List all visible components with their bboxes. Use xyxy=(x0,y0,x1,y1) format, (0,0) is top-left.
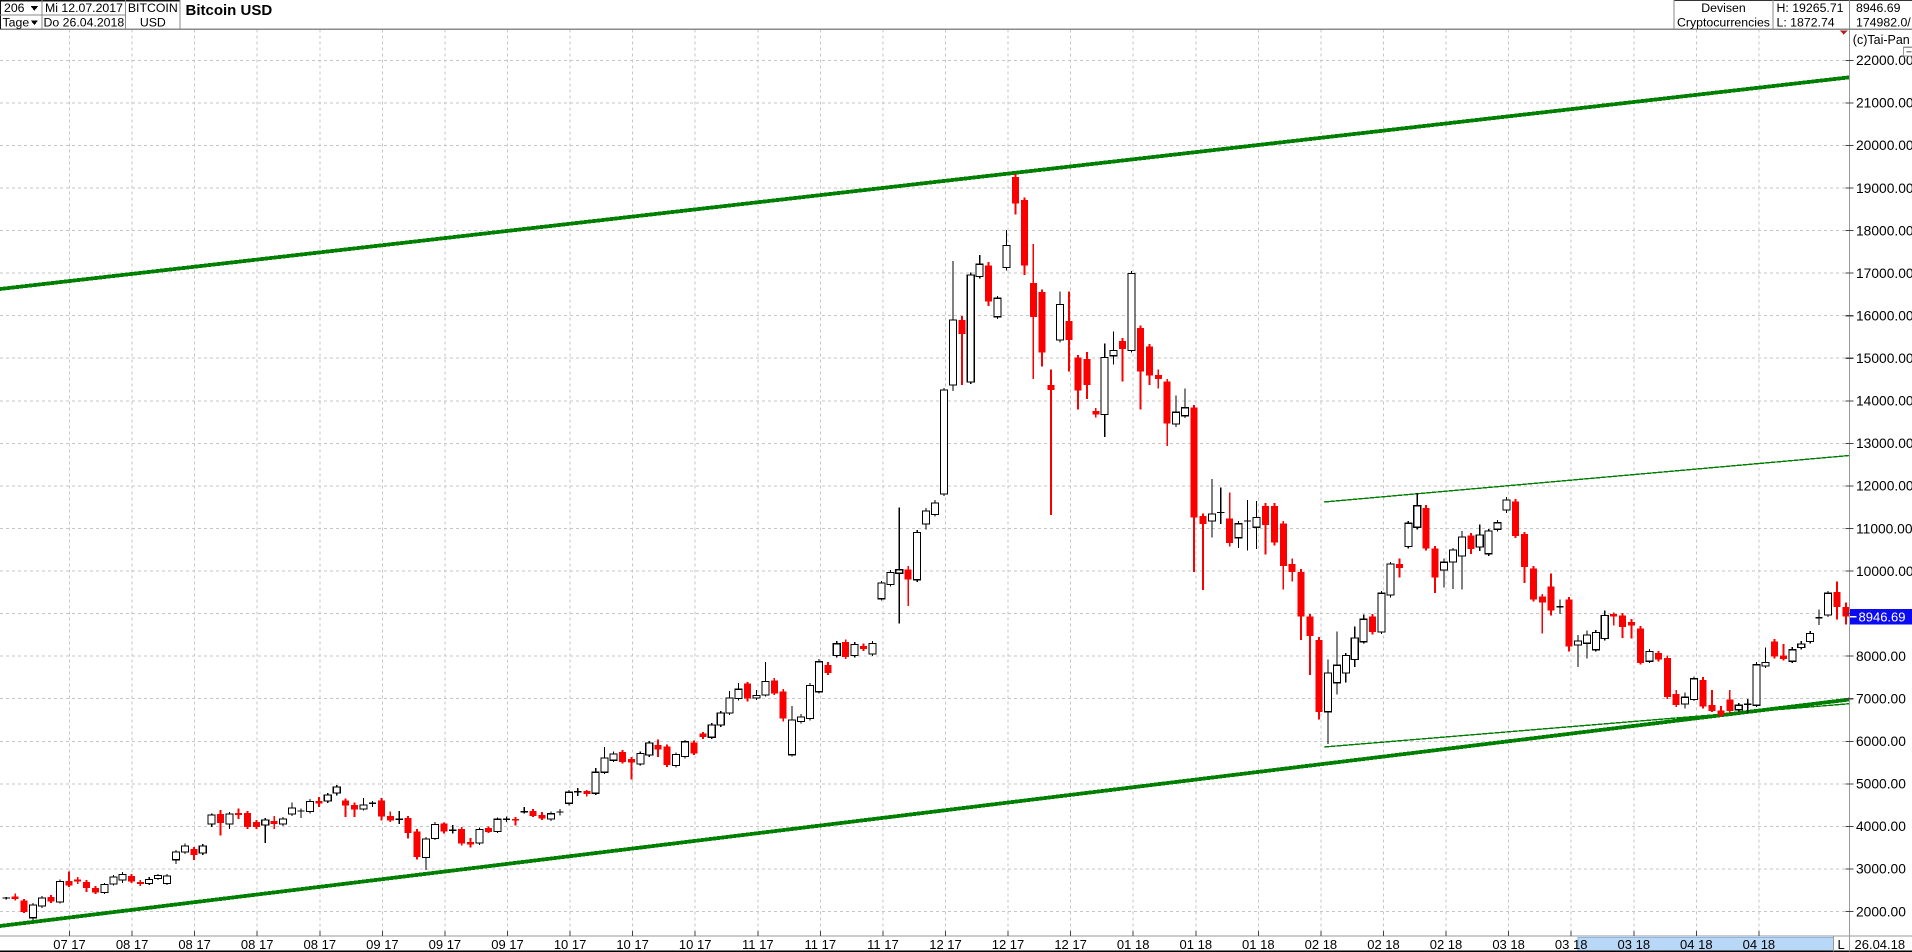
svg-text:10000.00: 10000.00 xyxy=(1856,564,1912,579)
svg-text:Devisen: Devisen xyxy=(1701,1,1746,15)
svg-text:Do 26.04.2018: Do 26.04.2018 xyxy=(44,15,125,29)
svg-text:L: L xyxy=(1838,937,1845,952)
svg-text:21000.00: 21000.00 xyxy=(1856,96,1912,111)
svg-text:08 17: 08 17 xyxy=(178,937,211,952)
svg-text:01 18: 01 18 xyxy=(1117,937,1150,952)
svg-text:10 17: 10 17 xyxy=(554,937,587,952)
svg-text:10 17: 10 17 xyxy=(679,937,712,952)
svg-text:4000.00: 4000.00 xyxy=(1856,819,1906,834)
svg-text:01 18: 01 18 xyxy=(1180,937,1213,952)
svg-text:8946.69: 8946.69 xyxy=(1859,609,1906,624)
svg-text:11 17: 11 17 xyxy=(867,937,899,952)
svg-text:3000.00: 3000.00 xyxy=(1856,862,1906,877)
svg-text:18000.00: 18000.00 xyxy=(1856,223,1912,238)
svg-text:206: 206 xyxy=(4,1,25,15)
svg-text:04 18: 04 18 xyxy=(1743,937,1776,952)
svg-text:22000.00: 22000.00 xyxy=(1856,53,1912,68)
svg-text:Bitcoin USD: Bitcoin USD xyxy=(186,2,273,19)
svg-text:15000.00: 15000.00 xyxy=(1856,351,1912,366)
svg-text:13000.00: 13000.00 xyxy=(1856,436,1912,451)
svg-text:12 17: 12 17 xyxy=(1054,937,1087,952)
svg-text:Cryptocurrencies: Cryptocurrencies xyxy=(1677,15,1770,29)
svg-text:11 17: 11 17 xyxy=(742,937,774,952)
svg-text:16000.00: 16000.00 xyxy=(1856,309,1912,324)
svg-text:H: 19265.71: H: 19265.71 xyxy=(1777,1,1844,15)
svg-text:26.04.18: 26.04.18 xyxy=(1855,937,1906,952)
svg-text:2000.00: 2000.00 xyxy=(1856,904,1906,919)
svg-text:L: 1872.74: L: 1872.74 xyxy=(1777,15,1835,29)
svg-text:08 17: 08 17 xyxy=(304,937,337,952)
svg-text:20000.00: 20000.00 xyxy=(1856,138,1912,153)
svg-text:02 18: 02 18 xyxy=(1430,937,1463,952)
svg-text:Mi 12.07.2017: Mi 12.07.2017 xyxy=(45,1,123,15)
svg-text:12 17: 12 17 xyxy=(929,937,962,952)
svg-text:03 18: 03 18 xyxy=(1555,937,1588,952)
svg-text:03 18: 03 18 xyxy=(1618,937,1651,952)
svg-text:08 17: 08 17 xyxy=(241,937,274,952)
svg-text:09 17: 09 17 xyxy=(491,937,524,952)
svg-text:8000.00: 8000.00 xyxy=(1856,649,1906,664)
svg-text:07 17: 07 17 xyxy=(53,937,86,952)
svg-text:12000.00: 12000.00 xyxy=(1856,479,1912,494)
svg-text:Tage: Tage xyxy=(3,15,30,29)
svg-text:BITCOIN: BITCOIN xyxy=(128,1,178,15)
svg-text:11000.00: 11000.00 xyxy=(1856,521,1912,536)
svg-text:USD: USD xyxy=(140,15,166,29)
svg-text:10 17: 10 17 xyxy=(616,937,649,952)
svg-text:02 18: 02 18 xyxy=(1367,937,1400,952)
svg-text:08 17: 08 17 xyxy=(116,937,149,952)
svg-text:02 18: 02 18 xyxy=(1305,937,1338,952)
svg-text:11 17: 11 17 xyxy=(805,937,837,952)
svg-text:(c)Tai-Pan: (c)Tai-Pan xyxy=(1853,33,1910,47)
svg-text:17000.00: 17000.00 xyxy=(1856,266,1912,281)
svg-text:174982.0/: 174982.0/ xyxy=(1856,15,1911,29)
svg-text:12 17: 12 17 xyxy=(992,937,1025,952)
svg-text:09 17: 09 17 xyxy=(366,937,399,952)
svg-text:5000.00: 5000.00 xyxy=(1856,777,1906,792)
svg-text:7000.00: 7000.00 xyxy=(1856,692,1906,707)
svg-text:6000.00: 6000.00 xyxy=(1856,734,1906,749)
svg-text:01 18: 01 18 xyxy=(1242,937,1275,952)
svg-text:03 18: 03 18 xyxy=(1492,937,1525,952)
svg-text:19000.00: 19000.00 xyxy=(1856,181,1912,196)
svg-text:09 17: 09 17 xyxy=(429,937,462,952)
svg-text:14000.00: 14000.00 xyxy=(1856,394,1912,409)
svg-text:8946.69: 8946.69 xyxy=(1856,1,1901,15)
svg-text:04 18: 04 18 xyxy=(1680,937,1713,952)
